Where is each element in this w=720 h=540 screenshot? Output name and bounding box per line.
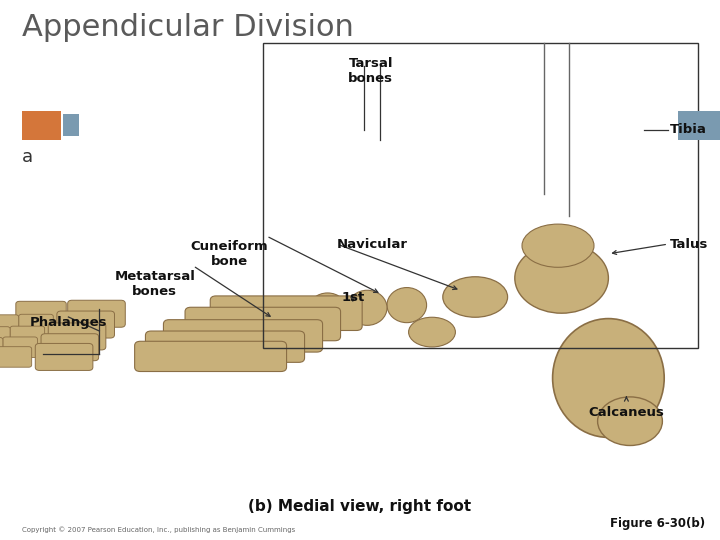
Ellipse shape [522, 224, 594, 267]
Text: Tibia: Tibia [670, 123, 706, 136]
Bar [22, 111, 61, 140]
Text: a: a [22, 148, 32, 166]
FancyBboxPatch shape [185, 307, 341, 341]
Text: Cuneiform
bone: Cuneiform bone [190, 240, 268, 268]
Text: Navicular: Navicular [337, 238, 408, 251]
FancyBboxPatch shape [0, 338, 3, 357]
FancyBboxPatch shape [68, 300, 125, 327]
Ellipse shape [387, 287, 426, 322]
FancyBboxPatch shape [57, 311, 114, 338]
FancyBboxPatch shape [0, 315, 19, 334]
Text: Tarsal
bones: Tarsal bones [348, 57, 393, 85]
FancyBboxPatch shape [163, 320, 323, 352]
FancyBboxPatch shape [35, 343, 93, 370]
FancyBboxPatch shape [210, 296, 362, 330]
Text: 1st: 1st [341, 291, 364, 303]
Text: Figure 6-30(b): Figure 6-30(b) [611, 517, 706, 530]
Ellipse shape [443, 276, 508, 317]
FancyBboxPatch shape [16, 301, 66, 326]
Ellipse shape [307, 293, 347, 328]
FancyBboxPatch shape [19, 314, 53, 335]
FancyBboxPatch shape [0, 347, 32, 367]
Text: (b) Medial view, right foot: (b) Medial view, right foot [248, 500, 472, 515]
Text: Appendicular Division: Appendicular Division [22, 14, 354, 43]
Text: Metatarsal
bones: Metatarsal bones [114, 270, 195, 298]
Ellipse shape [347, 291, 387, 325]
Ellipse shape [409, 317, 456, 347]
Text: Phalanges: Phalanges [30, 316, 107, 329]
Text: Calcaneus: Calcaneus [588, 406, 665, 419]
Ellipse shape [515, 243, 608, 313]
Bar [263, 43, 698, 348]
Bar [678, 111, 720, 140]
Bar [63, 114, 79, 136]
FancyBboxPatch shape [145, 331, 305, 362]
FancyBboxPatch shape [3, 337, 37, 357]
Ellipse shape [598, 397, 662, 445]
FancyBboxPatch shape [135, 341, 287, 372]
Bar [29, 54, 691, 497]
Text: Copyright © 2007 Pearson Education, Inc., publishing as Benjamin Cummings: Copyright © 2007 Pearson Education, Inc.… [22, 526, 295, 533]
Text: Talus: Talus [670, 238, 708, 251]
Ellipse shape [553, 319, 664, 437]
FancyBboxPatch shape [0, 327, 10, 346]
FancyBboxPatch shape [41, 334, 99, 361]
FancyBboxPatch shape [10, 326, 45, 347]
FancyBboxPatch shape [48, 323, 106, 350]
